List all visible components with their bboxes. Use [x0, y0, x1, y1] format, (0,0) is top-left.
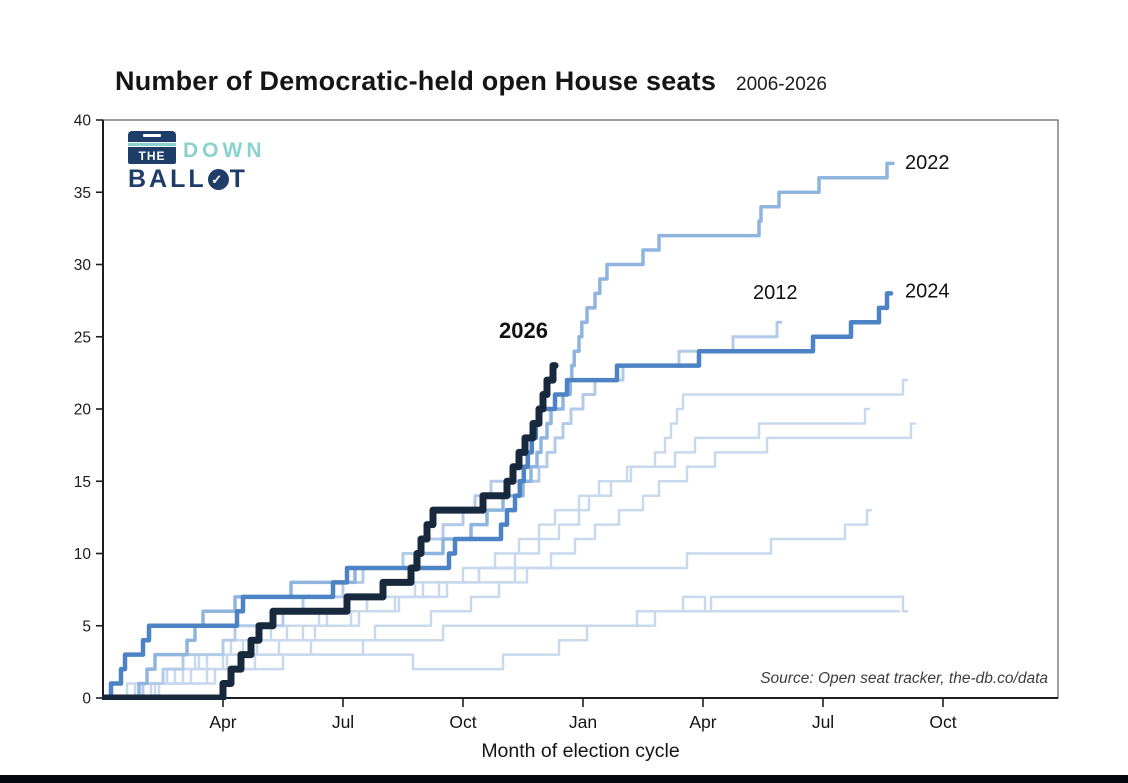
ballot-slot-icon — [143, 134, 161, 137]
series-label-2022: 2022 — [905, 152, 950, 174]
logo-word-ballot: BALL ✓ T — [128, 167, 278, 192]
series-label-2026: 2026 — [499, 318, 548, 343]
the-downballot-logo: THE DOWN BALL ✓ T — [128, 131, 278, 192]
check-glyph: ✓ — [211, 172, 226, 187]
bottom-border-bar — [0, 775, 1128, 783]
logo-top-row: THE DOWN — [128, 131, 278, 164]
svg-text:Oct: Oct — [929, 712, 956, 732]
svg-text:Apr: Apr — [209, 712, 236, 732]
ballot-box-lid — [128, 131, 176, 142]
chart-title: Number of Democratic-held open House sea… — [115, 66, 717, 96]
source-note: Source: Open seat tracker, the-db.co/dat… — [760, 670, 1048, 687]
x-axis-title: Month of election cycle — [481, 740, 679, 762]
series-line-2026 — [102, 362, 559, 700]
logo-ballot-prefix: BALL — [128, 165, 207, 193]
logo-word-down: DOWN — [183, 139, 266, 162]
logo-ballot-suffix: T — [229, 165, 248, 193]
series-lines — [102, 161, 917, 700]
svg-text:15: 15 — [74, 474, 91, 491]
series-label-2012: 2012 — [753, 282, 798, 304]
series-line-faded-7 — [102, 610, 901, 700]
logo-word-the: THE — [138, 148, 166, 163]
x-axis-ticks: Apr Jul Oct Jan Apr Jul Oct — [209, 698, 957, 732]
svg-text:35: 35 — [74, 185, 91, 202]
series-labels: 2022 2024 2012 2026 — [499, 152, 950, 343]
series-line-2024 — [102, 291, 894, 700]
chart-subtitle-period: 2006-2026 — [736, 74, 827, 95]
series-line-faded-5 — [102, 566, 561, 700]
ballot-box-icon: THE — [128, 131, 176, 164]
y-axis-ticks: 0 5 10 15 20 25 30 35 40 — [74, 113, 103, 708]
svg-text:25: 25 — [74, 329, 91, 346]
series-line-2022 — [102, 161, 895, 700]
svg-text:Apr: Apr — [689, 712, 716, 732]
svg-text:30: 30 — [74, 257, 92, 274]
svg-text:Jul: Jul — [332, 712, 354, 732]
ballot-teal-stripe — [128, 143, 176, 146]
svg-text:5: 5 — [82, 618, 91, 635]
svg-text:40: 40 — [74, 113, 92, 130]
svg-text:Oct: Oct — [449, 712, 476, 732]
series-line-faded-3 — [102, 422, 917, 700]
svg-text:10: 10 — [74, 546, 92, 563]
series-line-faded-1 — [102, 378, 909, 700]
svg-text:20: 20 — [74, 402, 92, 419]
chart-title-row: Number of Democratic-held open House sea… — [115, 66, 827, 97]
svg-text:0: 0 — [82, 691, 91, 708]
svg-text:Jan: Jan — [569, 712, 597, 732]
series-label-2024: 2024 — [905, 281, 950, 303]
check-circle-icon: ✓ — [207, 169, 229, 190]
ballot-box-body: THE — [128, 147, 176, 164]
svg-text:Jul: Jul — [812, 712, 834, 732]
